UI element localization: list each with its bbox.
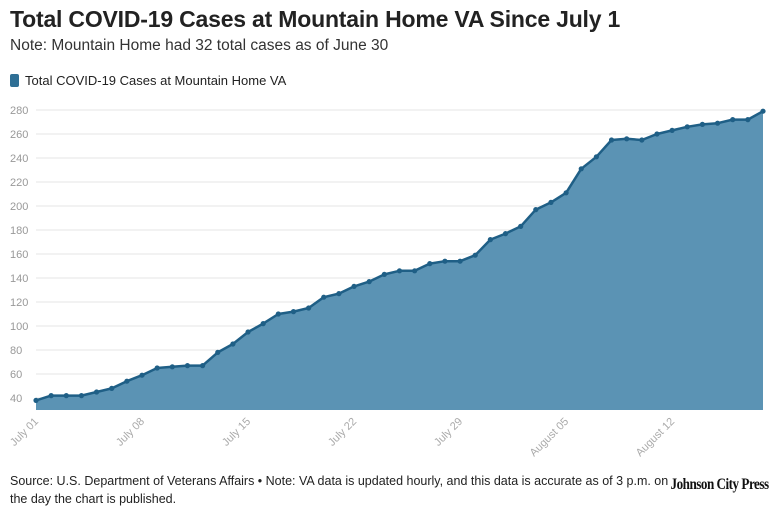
data-point [245, 329, 251, 335]
x-tick-label: July 01 [8, 416, 41, 449]
x-tick-label: July 08 [114, 416, 147, 449]
publisher-logo: Johnson City Press [670, 476, 770, 493]
data-point [442, 258, 448, 264]
data-point [714, 120, 721, 126]
data-point [548, 199, 554, 205]
data-point [745, 117, 751, 123]
y-tick-label: 280 [10, 105, 28, 117]
y-tick-label: 220 [10, 177, 28, 189]
x-tick-label: August 12 [634, 416, 678, 460]
legend-label: Total COVID-19 Cases at Mountain Home VA [25, 73, 287, 88]
y-tick-label: 160 [10, 249, 28, 261]
data-point [154, 365, 160, 371]
point-layer [33, 108, 766, 403]
source-note: Source: U.S. Department of Veterans Affa… [10, 474, 669, 506]
chart-title: Total COVID-19 Cases at Mountain Home VA… [10, 6, 621, 32]
data-point [230, 341, 236, 347]
legend: Total COVID-19 Cases at Mountain Home VA [10, 73, 286, 88]
data-point [124, 378, 130, 384]
data-point [260, 321, 266, 327]
y-tick-label: 240 [10, 153, 28, 165]
data-point [169, 364, 175, 370]
data-point [533, 207, 539, 213]
data-point [578, 166, 584, 172]
data-point [593, 154, 599, 160]
data-point [93, 389, 100, 395]
data-point [760, 108, 766, 114]
data-point [336, 291, 342, 297]
area-layer [35, 110, 764, 410]
data-point [48, 393, 54, 399]
y-tick-label: 60 [10, 369, 22, 381]
data-point [290, 309, 297, 315]
legend-swatch [10, 74, 19, 87]
data-point [654, 131, 660, 137]
data-point [200, 363, 206, 369]
data-point [321, 294, 327, 300]
data-point [608, 137, 615, 143]
data-point [639, 137, 645, 143]
y-tick-label: 180 [10, 225, 28, 237]
y-tick-label: 200 [10, 201, 28, 213]
data-point [109, 385, 115, 391]
x-tick-label: July 15 [220, 416, 253, 449]
chart-subtitle: Note: Mountain Home had 32 total cases a… [10, 37, 389, 54]
data-point [487, 237, 493, 243]
data-point [184, 363, 191, 369]
data-point [624, 136, 630, 142]
chart-area: 40 60 80 100 120 140 160 180 200 220 240 260 280 Jul… [8, 105, 766, 460]
y-tick-label: 260 [10, 129, 28, 141]
data-point [396, 268, 403, 274]
data-point [684, 124, 690, 130]
x-tick-label: July 29 [432, 416, 465, 449]
data-point [427, 261, 433, 267]
data-point [518, 223, 524, 229]
data-point [457, 258, 463, 264]
data-point [275, 311, 281, 317]
data-point [412, 268, 418, 274]
data-point [502, 231, 509, 237]
data-point [33, 397, 39, 403]
data-point [351, 283, 357, 289]
data-point [563, 190, 569, 196]
data-point [381, 271, 387, 277]
series-area [36, 111, 763, 410]
data-point [669, 127, 675, 133]
data-point [730, 117, 736, 123]
data-point [78, 393, 85, 399]
x-tick-label: August 05 [528, 416, 572, 460]
y-tick-label: 100 [10, 321, 28, 333]
data-point [139, 372, 145, 378]
x-axis: July 01 July 08 July 15 July 22 July 29 Augus… [8, 416, 677, 460]
data-point [63, 393, 69, 399]
y-tick-label: 120 [10, 297, 28, 309]
y-tick-label: 80 [10, 345, 22, 357]
data-point [472, 252, 478, 258]
data-point [699, 121, 706, 127]
data-point [366, 279, 372, 285]
data-point [306, 305, 312, 311]
y-axis: 40 60 80 100 120 140 160 180 200 220 240 260 280 [10, 105, 28, 405]
x-tick-label: July 22 [326, 416, 359, 449]
y-tick-label: 140 [10, 273, 28, 285]
data-point [215, 349, 221, 355]
y-tick-label: 40 [10, 393, 22, 405]
